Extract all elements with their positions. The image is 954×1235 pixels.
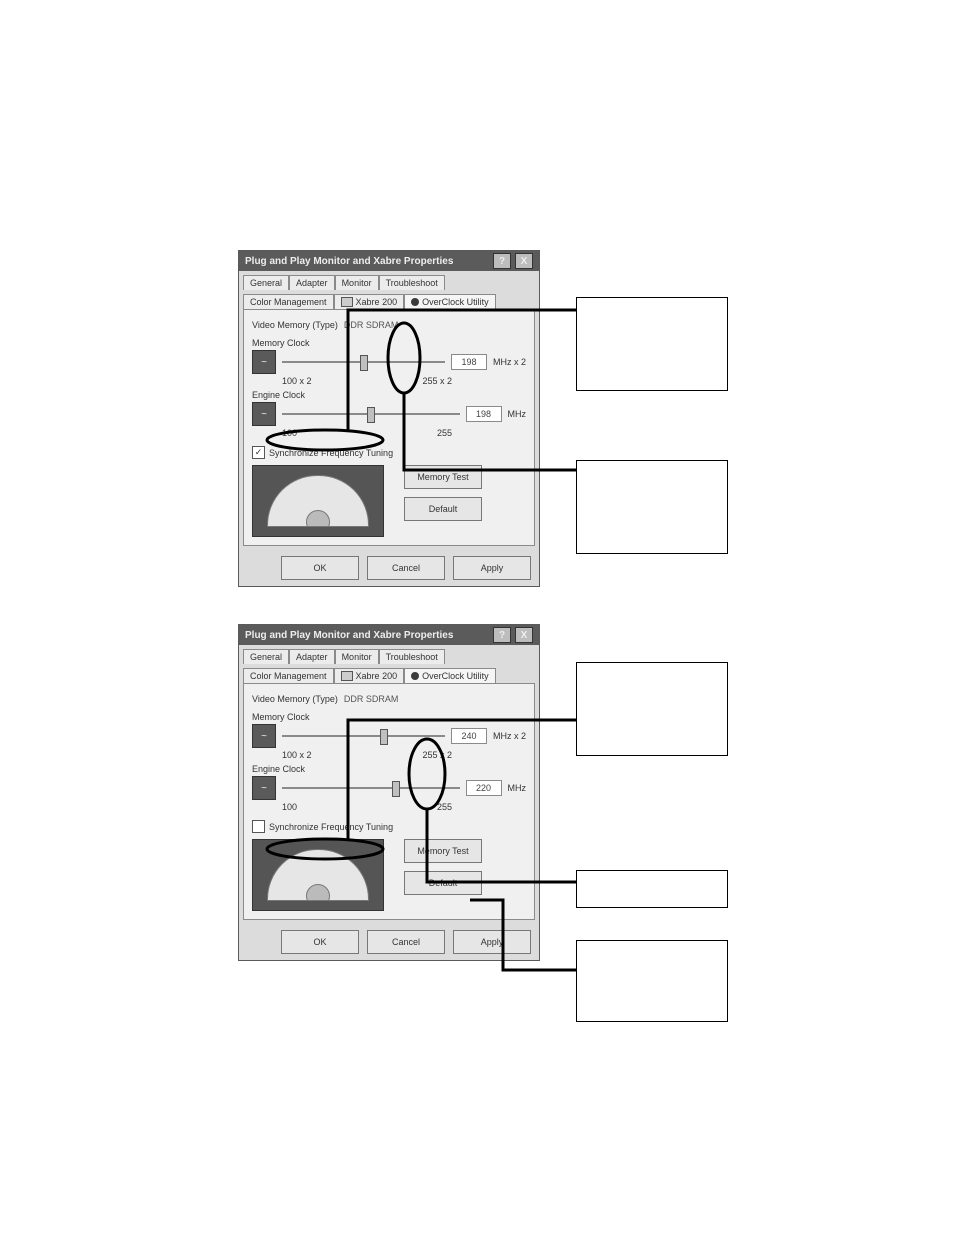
dialog-buttons: OK Cancel Apply [239,924,539,960]
engine-clock-label: Engine Clock [252,390,526,400]
close-icon[interactable]: X [515,627,533,643]
apply-button[interactable]: Apply [453,556,531,580]
tab-adapter[interactable]: Adapter [289,275,335,290]
engine-clock-label: Engine Clock [252,764,526,774]
card-icon [341,297,353,307]
engine-clock-unit: MHz [508,783,527,793]
tab-adapter[interactable]: Adapter [289,649,335,664]
memory-clock-min: 100 x 2 [282,750,312,760]
cancel-button[interactable]: Cancel [367,556,445,580]
memory-clock-value[interactable]: 198 [451,354,487,370]
title-label: Plug and Play Monitor and Xabre Properti… [245,256,453,267]
callout-1 [576,297,728,391]
tab-monitor[interactable]: Monitor [335,275,379,290]
engine-clock-max: 255 [437,428,452,438]
overclock-icon [411,672,419,680]
video-memory-label: Video Memory (Type) [252,320,338,330]
cancel-button[interactable]: Cancel [367,930,445,954]
wave-icon: ~ [252,724,276,748]
title-label: Plug and Play Monitor and Xabre Properti… [245,630,453,641]
wave-icon-2: ~ [252,402,276,426]
card-icon [341,671,353,681]
tab-xabre[interactable]: Xabre 200 [334,668,405,683]
sync-label: Synchronize Frequency Tuning [269,822,393,832]
tab-color-mgmt[interactable]: Color Management [243,668,334,683]
engine-clock-slider[interactable] [282,781,460,795]
video-memory-label: Video Memory (Type) [252,694,338,704]
memory-clock-min: 100 x 2 [282,376,312,386]
engine-clock-max: 255 [437,802,452,812]
close-icon[interactable]: X [515,253,533,269]
sync-checkbox[interactable]: ✓ [252,446,265,459]
help-icon[interactable]: ? [493,627,511,643]
callout-2 [576,460,728,554]
memory-clock-max: 255 x 2 [422,376,452,386]
tab-general[interactable]: General [243,649,289,664]
memory-clock-label: Memory Clock [252,338,526,348]
overclock-icon [411,298,419,306]
video-memory-value: DDR SDRAM [344,694,399,704]
wave-icon: ~ [252,350,276,374]
tab-troubleshoot[interactable]: Troubleshoot [379,649,445,664]
tab-troubleshoot[interactable]: Troubleshoot [379,275,445,290]
memory-clock-slider[interactable] [282,729,445,743]
memory-clock-value[interactable]: 240 [451,728,487,744]
tab-xabre[interactable]: Xabre 200 [334,294,405,309]
memory-clock-label: Memory Clock [252,712,526,722]
memory-test-button[interactable]: Memory Test [404,839,482,863]
engine-clock-min: 100 [282,428,297,438]
sync-checkbox[interactable] [252,820,265,833]
tab-general[interactable]: General [243,275,289,290]
dialog-1: Plug and Play Monitor and Xabre Properti… [238,250,540,587]
annotation-overlay [0,0,954,1235]
callout-5 [576,940,728,1022]
help-icon[interactable]: ? [493,253,511,269]
memory-clock-unit: MHz x 2 [493,731,526,741]
titlebar[interactable]: Plug and Play Monitor and Xabre Properti… [239,251,539,271]
overclock-panel: Video Memory (Type) DDR SDRAM Memory Clo… [243,683,535,920]
tabs-row2: Color Management Xabre 200 OverClock Uti… [243,668,535,683]
tabs-row1: General Adapter Monitor Troubleshoot [243,275,535,290]
titlebar[interactable]: Plug and Play Monitor and Xabre Properti… [239,625,539,645]
default-button[interactable]: Default [404,871,482,895]
ok-button[interactable]: OK [281,930,359,954]
memory-clock-slider[interactable] [282,355,445,369]
tab-monitor[interactable]: Monitor [335,649,379,664]
ok-button[interactable]: OK [281,556,359,580]
engine-clock-value[interactable]: 198 [466,406,502,422]
memory-clock-max: 255 x 2 [422,750,452,760]
dialog-2: Plug and Play Monitor and Xabre Properti… [238,624,540,961]
apply-button[interactable]: Apply [453,930,531,954]
sync-label: Synchronize Frequency Tuning [269,448,393,458]
tab-overclock[interactable]: OverClock Utility [404,668,496,683]
overclock-panel: Video Memory (Type) DDR SDRAM Memory Clo… [243,309,535,546]
callout-4 [576,870,728,908]
default-button[interactable]: Default [404,497,482,521]
gauge-icon [252,465,384,537]
memory-test-button[interactable]: Memory Test [404,465,482,489]
gauge-icon [252,839,384,911]
dialog-buttons: OK Cancel Apply [239,550,539,586]
tabs-row1: General Adapter Monitor Troubleshoot [243,649,535,664]
wave-icon-2: ~ [252,776,276,800]
tab-overclock[interactable]: OverClock Utility [404,294,496,309]
callout-3 [576,662,728,756]
tabs-row2: Color Management Xabre 200 OverClock Uti… [243,294,535,309]
video-memory-value: DDR SDRAM [344,320,399,330]
engine-clock-slider[interactable] [282,407,460,421]
engine-clock-unit: MHz [508,409,527,419]
memory-clock-unit: MHz x 2 [493,357,526,367]
tab-color-mgmt[interactable]: Color Management [243,294,334,309]
engine-clock-min: 100 [282,802,297,812]
engine-clock-value[interactable]: 220 [466,780,502,796]
